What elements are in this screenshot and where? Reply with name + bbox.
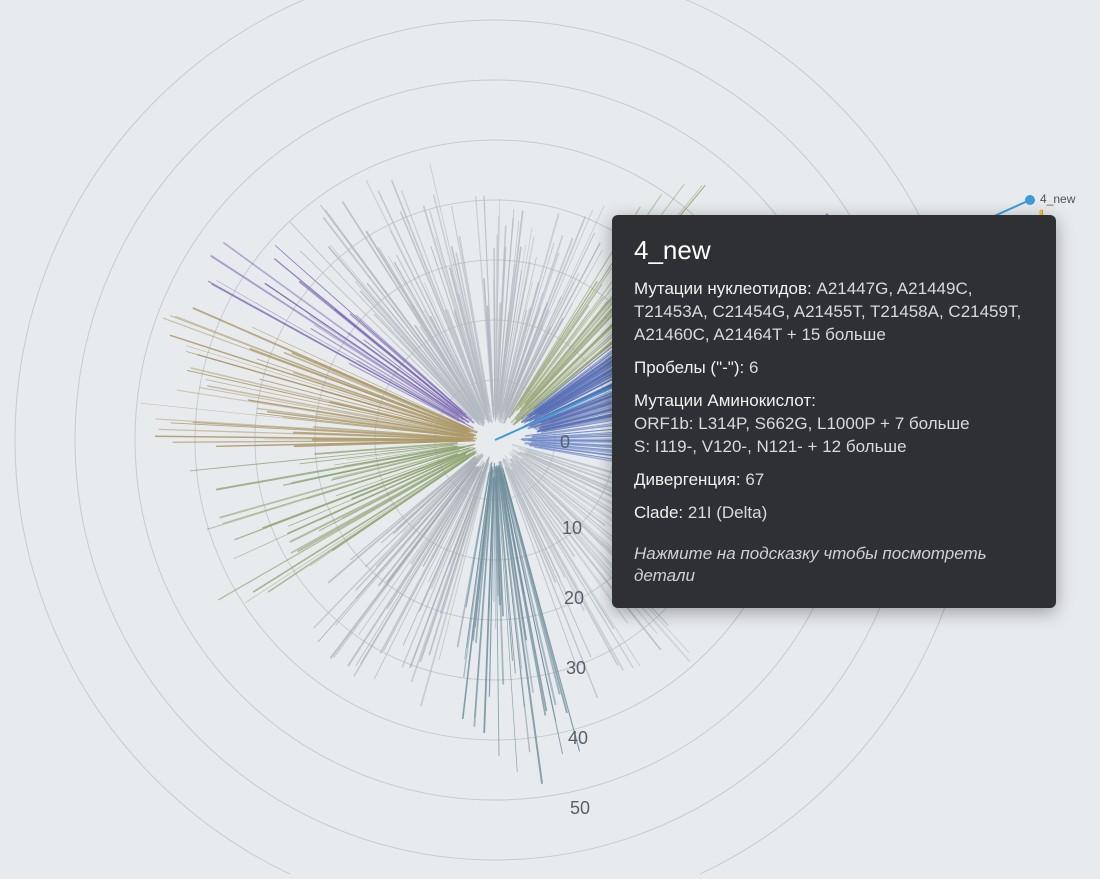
node-tooltip[interactable]: 4_new Мутации нуклеотидов: A21447G, A214… — [612, 215, 1056, 608]
axis-tick-label: 40 — [568, 728, 588, 749]
tooltip-hint: Нажмите на подсказку чтобы посмотреть де… — [634, 543, 1034, 589]
highlighted-node-label: 4_new — [1040, 192, 1075, 206]
tooltip-aa-label: Мутации Аминокислот: — [634, 390, 1034, 413]
tooltip-gaps-label: Пробелы ("-"): — [634, 358, 744, 377]
tooltip-aa-mutations: Мутации Аминокислот: ORF1b: L314P, S662G… — [634, 390, 1034, 459]
axis-tick-label: 30 — [566, 658, 586, 679]
tooltip-divergence: Дивергенция: 67 — [634, 469, 1034, 492]
tooltip-gaps: Пробелы ("-"): 6 — [634, 357, 1034, 380]
radial-phylogeny-chart[interactable]: 01020304050 4_new 👆 4_new Мутации нуклео… — [0, 0, 1100, 874]
tooltip-gaps-value: 6 — [749, 358, 758, 377]
tooltip-div-label: Дивергенция: — [634, 470, 741, 489]
axis-tick-label: 50 — [570, 798, 590, 819]
tooltip-title: 4_new — [634, 233, 1034, 268]
tooltip-aa-line2: S: I119-, V120-, N121- + 12 больше — [634, 436, 1034, 459]
axis-tick-label: 10 — [562, 518, 582, 539]
axis-tick-label: 20 — [564, 588, 584, 609]
tooltip-nucleotide-mutations: Мутации нуклеотидов: A21447G, A21449C, T… — [634, 278, 1034, 347]
tooltip-clade-label: Clade: — [634, 503, 683, 522]
tooltip-div-value: 67 — [745, 470, 764, 489]
tooltip-aa-line1: ORF1b: L314P, S662G, L1000P + 7 больше — [634, 413, 1034, 436]
tooltip-clade-value: 21I (Delta) — [688, 503, 767, 522]
axis-tick-label: 0 — [560, 432, 570, 453]
tooltip-clade: Clade: 21I (Delta) — [634, 502, 1034, 525]
tooltip-nuc-label: Мутации нуклеотидов: — [634, 279, 812, 298]
